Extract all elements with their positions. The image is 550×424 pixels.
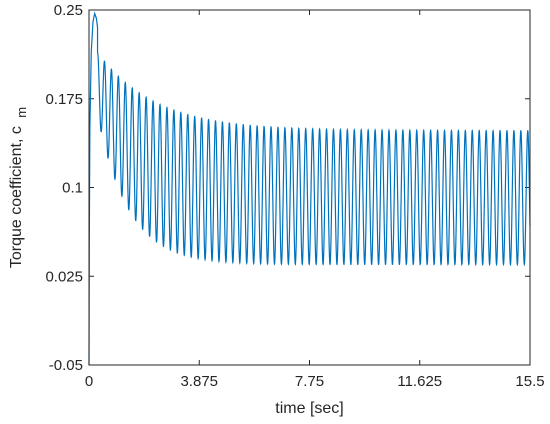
y-axis-label: Torque coefficient, c m <box>8 107 29 268</box>
x-tick-label-3: 11.625 <box>397 373 442 390</box>
x-axis-label: time [sec] <box>275 400 343 417</box>
y-axis-label-main: Torque coefficient, c <box>8 126 25 268</box>
x-tick-label-4: 15.5 <box>515 373 544 390</box>
x-axis-tick-labels: 0 3.875 7.75 11.625 15.5 <box>85 373 545 390</box>
y-tick-label-4: 0.25 <box>54 2 83 19</box>
plot-area-frame <box>88 9 531 366</box>
y-tick-label-3: 0.175 <box>45 91 83 108</box>
y-tick-label-0: -0.05 <box>49 357 83 374</box>
y-axis-tick-labels: -0.05 0.025 0.1 0.175 0.25 <box>45 2 83 374</box>
y-axis-label-subscript: m <box>14 107 29 118</box>
x-tick-label-2: 7.75 <box>295 373 324 390</box>
torque-coefficient-line <box>88 11 531 366</box>
y-tick-label-1: 0.025 <box>45 268 83 285</box>
x-tick-label-1: 3.875 <box>180 373 218 390</box>
y-tick-label-2: 0.1 <box>62 180 83 197</box>
x-tick-label-0: 0 <box>85 373 93 390</box>
